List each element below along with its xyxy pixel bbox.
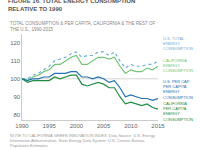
svg-text:100: 100 (10, 76, 21, 82)
svg-text:U.S. TOTALENERGYCONSUMPTION: U.S. TOTALENERGYCONSUMPTION (163, 36, 193, 51)
svg-text:2015: 2015 (151, 123, 165, 129)
svg-text:FIGURE 16. TOTAL ENERGY CONSUM: FIGURE 16. TOTAL ENERGY CONSUMPTIONRELAT… (8, 0, 135, 12)
svg-text:CALIFORNIAENERGYCONSUMPTION: CALIFORNIAENERGYCONSUMPTION (163, 58, 193, 73)
svg-text:1990: 1990 (15, 123, 29, 129)
svg-text:NOTE TO CALIFORNIA GREEN INNOV: NOTE TO CALIFORNIA GREEN INNOVATION INDE… (10, 133, 155, 150)
svg-text:90: 90 (14, 94, 21, 100)
svg-text:2010: 2010 (124, 123, 138, 129)
svg-text:U.S. PER CAPPER CAPITAENERGYCO: U.S. PER CAPPER CAPITAENERGYCONSUMPTION (163, 79, 193, 100)
svg-text:TOTAL CONSUMPTION & PER CAPITA: TOTAL CONSUMPTION & PER CAPITA, CALIFORN… (10, 21, 155, 32)
svg-text:CALIFORNIAPER CAPITAENERGYCONS: CALIFORNIAPER CAPITAENERGYCONSUMPTION (163, 101, 193, 122)
svg-text:80: 80 (14, 112, 21, 118)
svg-text:2005: 2005 (97, 123, 111, 129)
svg-text:1995: 1995 (43, 123, 57, 129)
svg-text:2000: 2000 (70, 123, 84, 129)
svg-text:110: 110 (11, 58, 21, 64)
svg-text:120: 120 (10, 40, 21, 46)
